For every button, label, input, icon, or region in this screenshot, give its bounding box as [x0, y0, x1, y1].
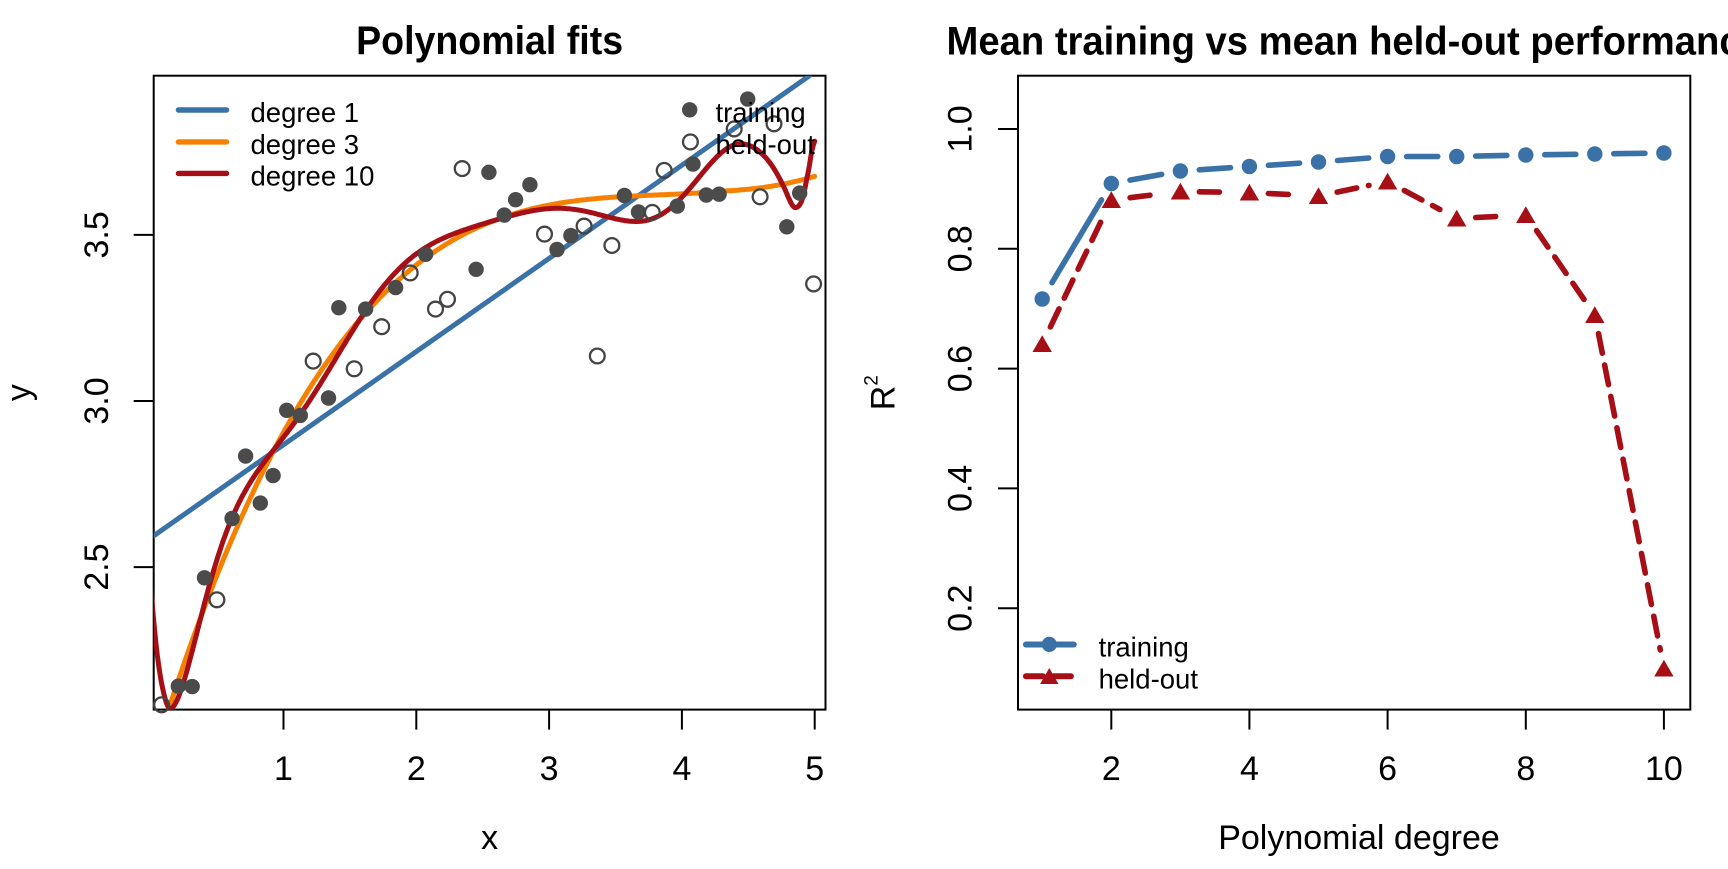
svg-text:0.2: 0.2 — [942, 585, 980, 632]
svg-text:4: 4 — [672, 750, 691, 788]
svg-text:degree 3: degree 3 — [251, 129, 360, 160]
svg-text:1: 1 — [274, 750, 293, 788]
svg-text:Polynomial fits: Polynomial fits — [356, 19, 623, 63]
svg-text:y: y — [0, 384, 38, 401]
svg-text:0.6: 0.6 — [942, 345, 980, 392]
svg-text:8: 8 — [1516, 750, 1535, 788]
svg-text:3.5: 3.5 — [78, 211, 116, 258]
svg-text:0.8: 0.8 — [942, 225, 980, 272]
svg-text:training: training — [1099, 632, 1189, 663]
svg-text:6: 6 — [1378, 750, 1397, 788]
svg-text:10: 10 — [1645, 750, 1683, 788]
svg-text:5: 5 — [805, 750, 824, 788]
svg-text:held-out: held-out — [1099, 663, 1199, 694]
svg-text:2: 2 — [407, 750, 426, 788]
svg-text:3.0: 3.0 — [78, 377, 116, 424]
svg-text:Mean training vs mean held-out: Mean training vs mean held-out performan… — [947, 20, 1728, 64]
svg-text:held-out: held-out — [716, 129, 816, 160]
svg-text:Polynomial degree: Polynomial degree — [1218, 819, 1500, 857]
svg-text:degree 10: degree 10 — [251, 161, 375, 192]
svg-text:2: 2 — [1102, 750, 1121, 788]
svg-text:4: 4 — [1240, 750, 1259, 788]
svg-text:x: x — [481, 819, 498, 857]
svg-text:3: 3 — [540, 750, 559, 788]
svg-text:degree 1: degree 1 — [251, 97, 360, 128]
svg-text:1.0: 1.0 — [942, 105, 980, 152]
svg-text:2.5: 2.5 — [78, 543, 116, 590]
svg-text:training: training — [716, 97, 806, 128]
svg-text:0.4: 0.4 — [942, 465, 980, 512]
